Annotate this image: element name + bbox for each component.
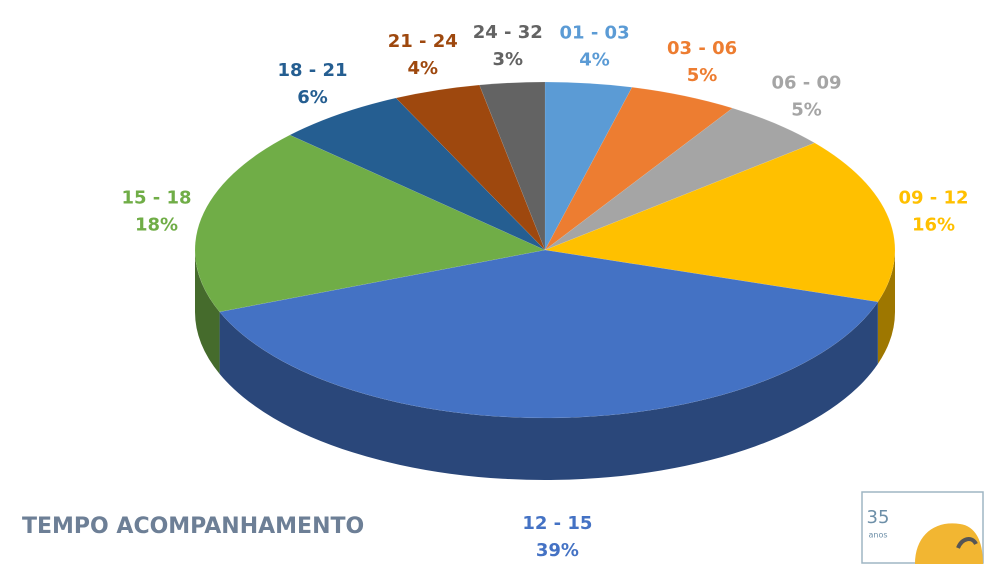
pie-side: [195, 250, 220, 374]
pie-labels: 01 - 03 4% 03 - 06 5% 06 - 09 5% 09 - 12 16% 12 …: [121, 22, 968, 561]
pie-side: [219, 301, 878, 480]
data-label-value: 16%: [912, 215, 955, 236]
data-label-value: 3%: [492, 49, 523, 70]
pie-slice: [479, 81, 546, 251]
data-label-category: 06 - 09: [771, 72, 841, 93]
data-label-category: 09 - 12: [898, 188, 968, 209]
data-label-category: 03 - 06: [667, 38, 737, 59]
pie-slice: [544, 142, 896, 303]
chart-title: TEMPO ACOMPANHAMENTO: [22, 514, 364, 539]
data-label-value: 4%: [579, 50, 610, 71]
data-label-category: 01 - 03: [560, 23, 630, 44]
pie-slice: [544, 81, 633, 251]
pie-slice: [194, 134, 546, 313]
data-label-value: 6%: [297, 87, 328, 108]
pie-slice: [219, 249, 879, 419]
data-label-category: 15 - 18: [121, 188, 191, 209]
logo-number: 35: [867, 507, 890, 528]
logo-stroke: [956, 537, 978, 549]
data-label-category: 24 - 32: [473, 22, 543, 43]
data-label-value: 5%: [791, 99, 822, 120]
data-label-value: 4%: [408, 58, 439, 79]
pie-slice: [395, 84, 546, 251]
pie-side: [877, 250, 895, 364]
pie-sides: [195, 250, 895, 480]
logo-shape: [915, 523, 983, 564]
logo-text: anos: [868, 531, 887, 540]
pie-tops: [194, 81, 896, 419]
data-label-value: 18%: [135, 215, 178, 236]
data-label-value: 5%: [687, 65, 718, 86]
data-label-value: 39%: [536, 540, 579, 561]
logo: 35 anos: [861, 491, 984, 564]
pie-slice: [544, 107, 816, 251]
pie-slice: [289, 97, 546, 251]
data-label-category: 21 - 24: [388, 31, 458, 52]
pie-slice: [544, 87, 734, 251]
data-label-category: 12 - 15: [522, 513, 592, 534]
data-label-category: 18 - 21: [277, 60, 347, 81]
